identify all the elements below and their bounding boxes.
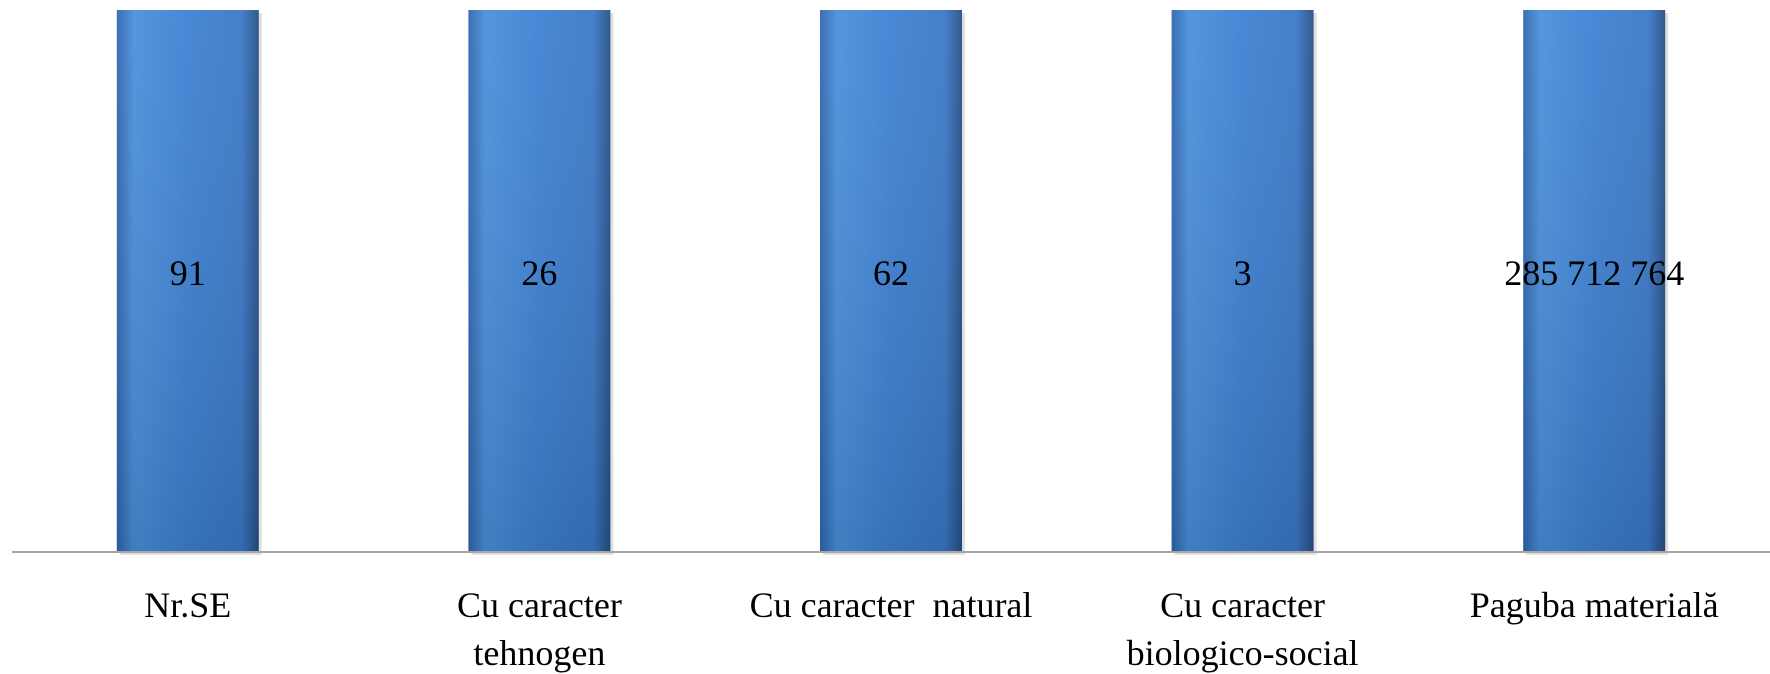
category-label-4-line-0: Paguba materială: [1470, 585, 1719, 625]
category-label-1-line-1: tehnogen: [473, 633, 605, 673]
bar-0: [116, 10, 262, 555]
category-label-3-line-0: Cu caracter: [1160, 585, 1325, 625]
bar-1: [468, 10, 614, 555]
bar-3: [1171, 10, 1317, 555]
bars-layer: [116, 10, 1669, 555]
bar-shade: [820, 10, 962, 552]
bar-2: [820, 10, 965, 555]
category-label-0-line-0: Nr.SE: [144, 585, 231, 625]
bar-shade: [1171, 10, 1314, 552]
bar-shade: [116, 10, 259, 552]
data-label-4: 285 712 764: [1504, 253, 1684, 293]
data-label-2: 62: [873, 253, 909, 293]
category-label-3-line-1: biologico-social: [1127, 633, 1359, 673]
category-label-1-line-0: Cu caracter: [457, 585, 622, 625]
category-label-2-line-0: Cu caracter natural: [750, 585, 1033, 625]
data-label-0: 91: [170, 253, 206, 293]
data-label-3: 3: [1234, 253, 1252, 293]
bar-4: [1523, 10, 1669, 555]
bar-shade: [468, 10, 611, 552]
data-label-1: 26: [521, 253, 557, 293]
bar-shade: [1523, 10, 1666, 552]
labels-layer: 91 Nr.SE 26 Cu caracter tehnogen 62 Cu caracte…: [144, 253, 1718, 673]
